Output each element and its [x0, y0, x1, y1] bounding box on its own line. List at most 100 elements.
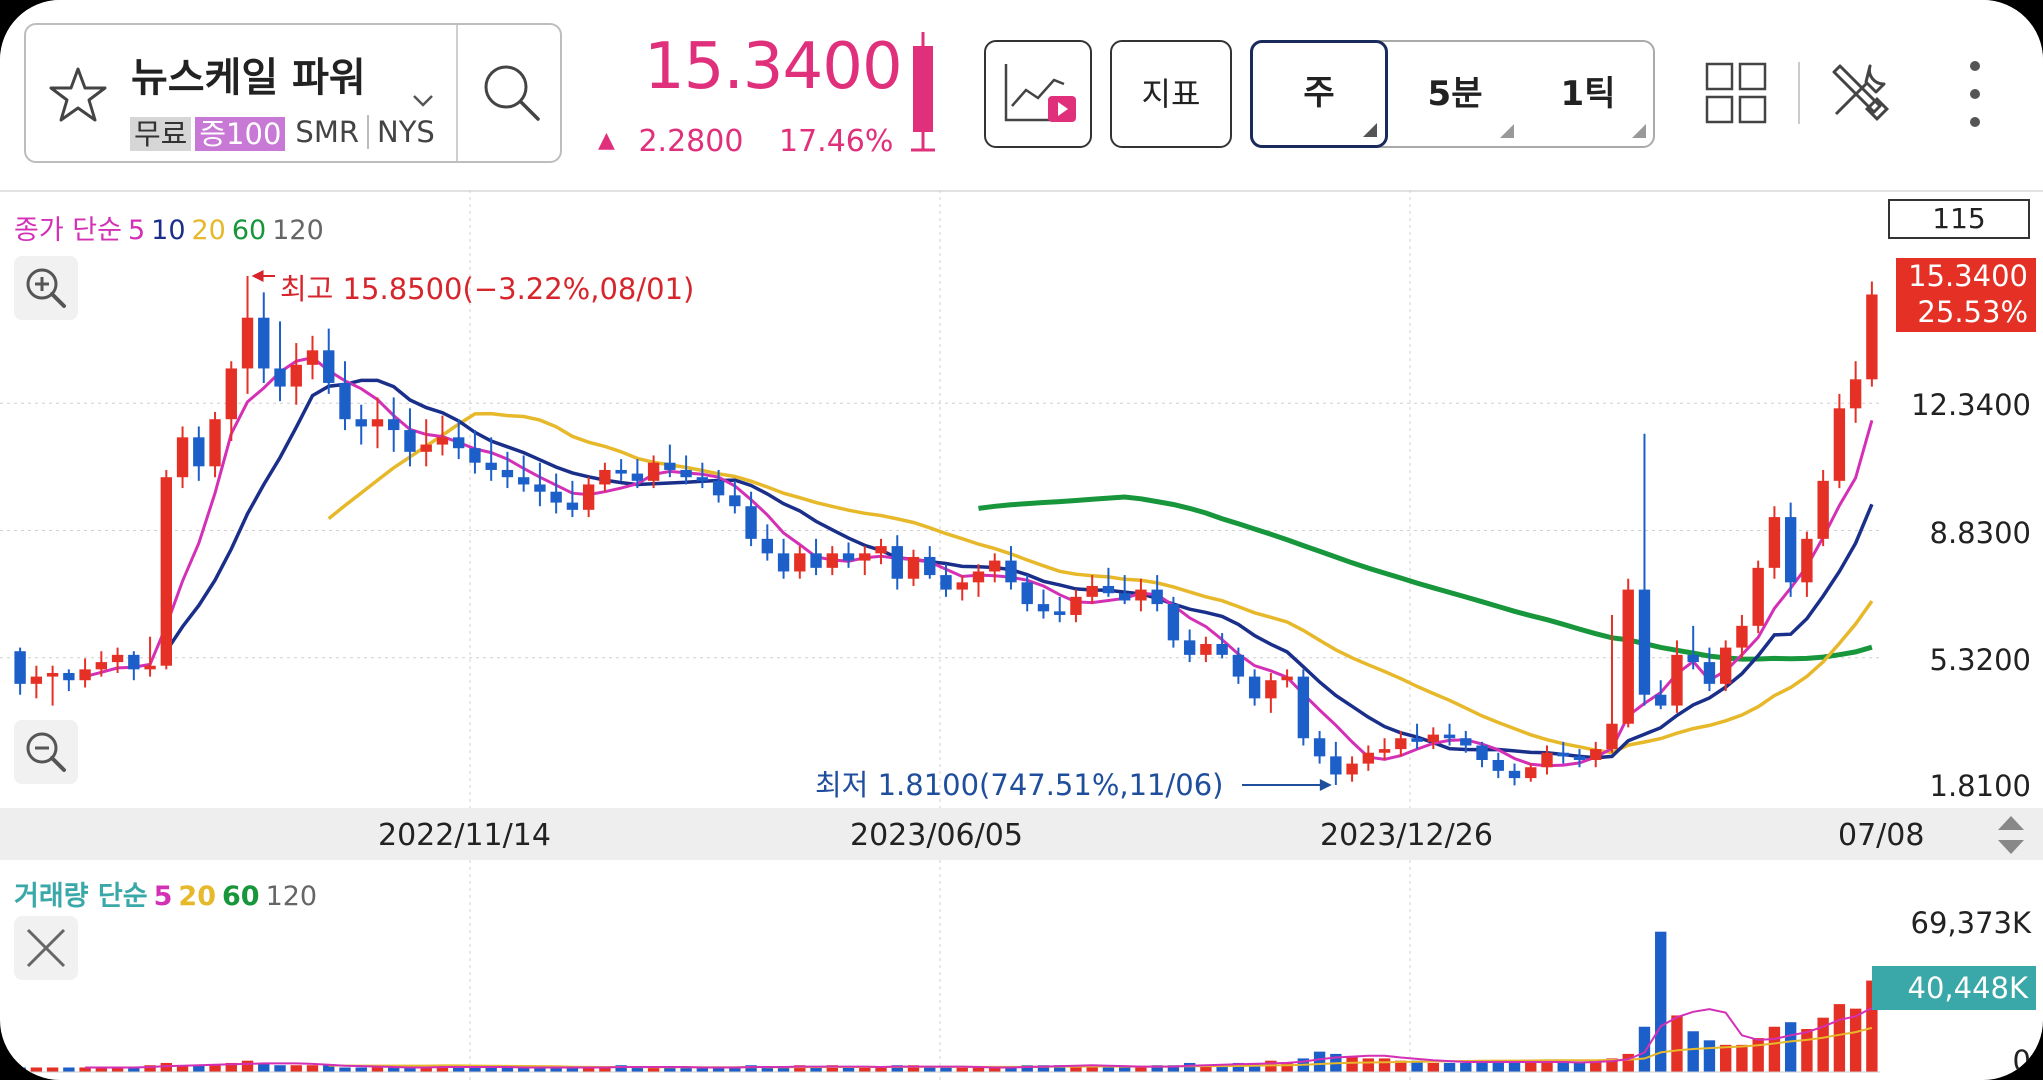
volume-bar	[1167, 1065, 1180, 1072]
more-vertical-icon[interactable]	[1960, 58, 1990, 130]
candle-body	[550, 491, 562, 503]
candle-body	[1086, 585, 1098, 597]
volume-bar	[1638, 1026, 1651, 1072]
current-price-tag: 15.3400 25.53%	[1896, 258, 2036, 332]
candle-body	[1476, 745, 1488, 760]
volume-bar	[1086, 1065, 1098, 1072]
stock-selector[interactable]: 뉴스케일 파워 무료 증100 SMR NYS	[24, 23, 562, 163]
volume-bar	[1784, 1022, 1797, 1072]
stock-name: 뉴스케일 파워	[131, 55, 366, 101]
candle-body	[826, 553, 838, 568]
chevron-down-icon[interactable]	[408, 85, 438, 115]
volume-bar	[1492, 1060, 1504, 1072]
ma120-label: 120	[272, 215, 324, 246]
candle-body	[404, 430, 416, 452]
price-chart[interactable]	[0, 190, 2043, 1080]
volume-bar	[144, 1065, 156, 1072]
low-annotation: 최저 1.8100(747.51%,11/06)	[815, 768, 1224, 802]
candle-body	[274, 368, 286, 387]
candle-body	[1427, 734, 1439, 742]
candle-body	[745, 506, 757, 539]
volume-bar	[1183, 1062, 1196, 1072]
volume-y-bottom: 0	[2012, 1044, 2031, 1078]
volume-bar	[128, 1067, 140, 1072]
volume-bar	[193, 1065, 205, 1072]
candle-body	[1768, 517, 1781, 568]
volume-bar	[1736, 1044, 1748, 1072]
volume-bar	[258, 1062, 270, 1072]
current-price-tag-percent: 25.53%	[1917, 295, 2028, 329]
close-icon	[26, 928, 66, 968]
volume-bar	[1395, 1060, 1407, 1072]
star-icon[interactable]	[46, 63, 110, 127]
candle-body	[30, 676, 43, 684]
up-triangle-icon: ▲	[598, 128, 615, 153]
high-annotation: 최고 15.8500(−3.22%,08/01)	[280, 272, 695, 306]
candle-body	[761, 538, 774, 554]
candle-body	[128, 654, 140, 670]
search-button[interactable]	[456, 25, 560, 161]
close-volume-button[interactable]	[14, 916, 78, 980]
candle-body	[306, 350, 319, 365]
candle-body	[1054, 611, 1066, 615]
vol-ma120-label: 120	[265, 881, 318, 912]
volume-bar	[1427, 1062, 1439, 1072]
candle-body	[420, 444, 432, 452]
x-axis: 2022/11/14 2023/06/05 2023/12/26 07/08	[0, 808, 2043, 860]
candle-body	[696, 477, 709, 481]
tools-icon[interactable]	[1826, 58, 1892, 124]
candle-body	[14, 651, 26, 684]
volume-bar	[1557, 1060, 1569, 1072]
y-label-1: 12.3400	[1911, 388, 2031, 422]
candle-body	[972, 571, 985, 583]
period-1tick-button[interactable]: 1틱	[1522, 42, 1654, 146]
toolbar-divider	[1798, 62, 1800, 124]
candle-body	[355, 419, 367, 427]
candle-body	[517, 477, 530, 485]
change-percent: 17.46%	[779, 124, 894, 159]
layout-grid-icon[interactable]	[1705, 62, 1767, 124]
candle-body	[1037, 604, 1050, 612]
candle-body	[1508, 770, 1521, 779]
volume-bar	[745, 1065, 757, 1072]
volume-bar	[1248, 1062, 1261, 1072]
period-5min-button[interactable]: 5분	[1388, 42, 1522, 146]
candle-body	[46, 672, 59, 677]
candle-body	[1395, 738, 1407, 750]
indicator-button[interactable]: 지표	[1110, 40, 1232, 148]
candle-body	[225, 368, 237, 420]
volume-ma-prefix: 거래량 단순	[14, 881, 148, 912]
chart-video-button[interactable]	[984, 40, 1092, 148]
candle-body	[1703, 662, 1716, 684]
candle-body	[1378, 749, 1391, 753]
candle-body	[1687, 654, 1699, 663]
zoom-out-button[interactable]	[14, 720, 78, 784]
candle-body	[453, 437, 465, 449]
volume-bar	[907, 1065, 920, 1072]
volume-bar	[1102, 1067, 1115, 1072]
volume-bar	[1849, 1008, 1862, 1072]
candle-body	[1232, 654, 1245, 677]
candle-body	[485, 462, 497, 470]
volume-bar	[1411, 1060, 1423, 1072]
candle-body	[989, 560, 1001, 572]
volume-bar	[550, 1067, 562, 1072]
candle-body	[566, 502, 579, 510]
volume-bar	[355, 1067, 367, 1072]
candle-body	[1866, 294, 1878, 380]
candle-body	[907, 556, 920, 579]
exchange-tag: NYS	[367, 115, 435, 149]
x-label-3: 2023/12/26	[1320, 818, 1493, 853]
resize-handle-icon[interactable]	[1994, 814, 2028, 856]
volume-bar	[1443, 1062, 1456, 1072]
period-week-button[interactable]: 주	[1250, 40, 1388, 148]
zoom-in-button[interactable]	[14, 256, 78, 320]
candle-body	[664, 462, 676, 470]
candle-count-box[interactable]: 115	[1888, 199, 2030, 239]
candle-body	[339, 382, 351, 420]
volume-bar	[1590, 1060, 1602, 1072]
candle-body	[1118, 593, 1131, 601]
candle-body	[1248, 676, 1261, 699]
candle-body	[956, 582, 968, 590]
volume-bar	[891, 1065, 903, 1072]
